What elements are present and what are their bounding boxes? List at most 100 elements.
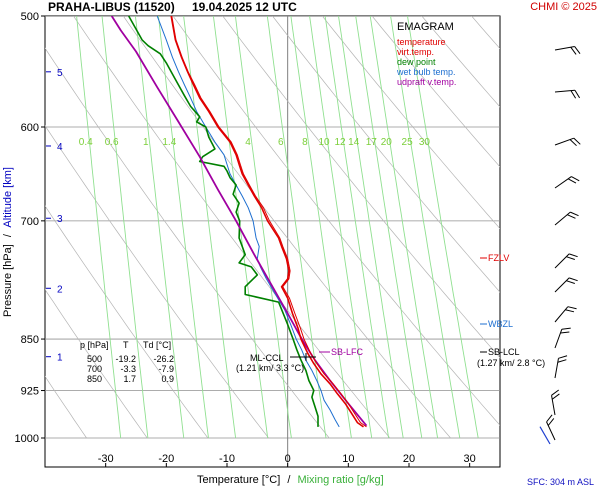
y-tick-label: 850: [21, 334, 39, 346]
x-axis-label-mix: Mixing ratio [g/kg]: [297, 474, 383, 486]
temperature-line: [170, 16, 364, 428]
y-tick-label: 700: [21, 216, 39, 228]
wind-barb-staff: [554, 306, 569, 323]
fzlv-label: FZLV: [488, 253, 509, 263]
wind-barb-staff: [554, 253, 570, 269]
y-tick-label: 500: [21, 11, 39, 23]
x-axis-label: Temperature [°C] / Mixing ratio [g/kg]: [197, 474, 384, 486]
x-tick-label: 0: [285, 453, 291, 465]
x-axis-label-sep: /: [287, 474, 291, 486]
y-axis-label-altitude: Altitude [km]: [2, 167, 14, 228]
wind-barb-flag: [570, 46, 577, 55]
wind-barb-flag: [551, 393, 560, 400]
table-header-p: p [hPa]: [80, 340, 109, 350]
wind-barb-flag: [558, 355, 568, 359]
sb-lfc-label: SB-LFC: [331, 347, 364, 357]
mixing-ratio-label: 8: [302, 137, 308, 148]
table-header-td: Td [°C]: [143, 340, 171, 350]
wind-barb-flag: [568, 253, 578, 258]
wind-barb-flag: [567, 306, 577, 310]
table-cell: -7.9: [158, 364, 174, 374]
x-tick-label: 10: [342, 453, 354, 465]
copyright-label: CHMI © 2025: [530, 1, 597, 13]
dry-adiabat-line: [45, 205, 209, 439]
wind-barb-staff: [551, 395, 556, 416]
wind-barb-flag: [573, 137, 581, 145]
dry-adiabats: [45, 16, 600, 439]
mixing-ratio-label: 1: [143, 137, 149, 148]
mixing-ratio-label: 25: [402, 137, 414, 148]
dry-adiabat-line: [45, 125, 269, 439]
wind-barb-flag: [574, 89, 581, 99]
table-cell: -19.2: [115, 354, 136, 364]
mixing-ratio-line: [390, 16, 461, 439]
dry-adiabat-line: [172, 16, 500, 426]
legend-updraft: udpraft v.temp.: [397, 77, 456, 87]
wind-barb: [554, 327, 571, 349]
x-tick-label: 30: [464, 453, 476, 465]
mixing-ratio-line: [234, 16, 292, 439]
sounding-table: p [hPa] T Td [°C] 500 -19.2 -26.2 700 -3…: [80, 340, 174, 384]
y-tick-label: 925: [21, 386, 39, 398]
wind-barb: [554, 137, 581, 147]
table-cell: 500: [87, 354, 102, 364]
mixing-ratio-label: 0.4: [79, 137, 93, 148]
dry-adiabat-line: [322, 16, 500, 230]
dry-adiabat-line: [45, 375, 87, 439]
mixing-ratio-label: 4: [245, 137, 251, 148]
wind-barb-staff: [554, 46, 575, 51]
dry-adiabat-line: [45, 288, 148, 439]
mixing-ratio-line: [338, 16, 404, 439]
legend-dew-point: dew point: [397, 57, 436, 67]
dry-adiabat-line: [521, 16, 600, 438]
mixing-ratio-label: 12: [334, 137, 346, 148]
table-cell: 1.7: [123, 374, 136, 384]
altitude-tick-label: 4: [57, 142, 63, 153]
legend-virt-temp: virt.temp.: [397, 47, 434, 57]
mixing-ratio-line: [369, 16, 439, 439]
mixing-ratio-line: [355, 16, 423, 439]
table-header-t: T: [123, 340, 129, 350]
wind-barb-flag: [571, 176, 580, 182]
surface-note: SFC: 304 m ASL: [527, 477, 594, 487]
dry-adiabat-line: [471, 16, 500, 50]
mixing-ratio-line: [266, 16, 327, 439]
mixing-ratio-label: 14: [348, 137, 360, 148]
mixing-ratio-line: [183, 16, 237, 439]
wind-barb-flag: [569, 139, 577, 147]
mixing-ratio-line: [290, 16, 352, 439]
table-cell: -26.2: [153, 354, 174, 364]
wind-barb: [546, 414, 556, 441]
y-axis-label-sep: /: [2, 233, 14, 237]
wind-barb-flag: [565, 309, 575, 313]
wind-barb-staff: [554, 277, 570, 293]
altitude-tick-label: 1: [57, 353, 63, 364]
mixing-ratio-label: 20: [381, 137, 393, 148]
altitude-tick-label: 2: [57, 284, 63, 295]
wind-barb: [554, 211, 579, 226]
virtual-temperature-line: [171, 16, 367, 428]
wind-barb-surface: [539, 426, 551, 445]
wind-barb-flag: [561, 327, 571, 330]
wind-barb-flag: [567, 178, 577, 184]
mixing-ratio-labels: 0.4 0.6 1 1.4 4 6 8 10 12 14 17 20 25 30: [79, 137, 431, 148]
grid-lines: [45, 16, 500, 467]
wind-barb: [554, 253, 578, 269]
wind-barb: [554, 306, 577, 323]
mixing-ratio-line: [157, 16, 209, 439]
legend-title: EMAGRAM: [397, 21, 454, 33]
wind-barb-flag: [566, 256, 575, 260]
wind-barb: [551, 389, 560, 416]
wind-barb: [554, 176, 580, 189]
altitude-tick-label: 5: [57, 68, 63, 79]
wind-barb: [554, 89, 581, 99]
wind-barb-staff: [539, 426, 551, 445]
y-tick-label: 1000: [15, 433, 39, 445]
mixing-ratio-lines: [76, 16, 479, 439]
mixing-ratio-line: [309, 16, 373, 439]
table-cell: -3.3: [120, 364, 136, 374]
mixing-ratio-label: 1.4: [162, 137, 176, 148]
mixing-ratio-label: 30: [419, 137, 431, 148]
ml-ccl-label: ML-CCL: [250, 353, 284, 363]
